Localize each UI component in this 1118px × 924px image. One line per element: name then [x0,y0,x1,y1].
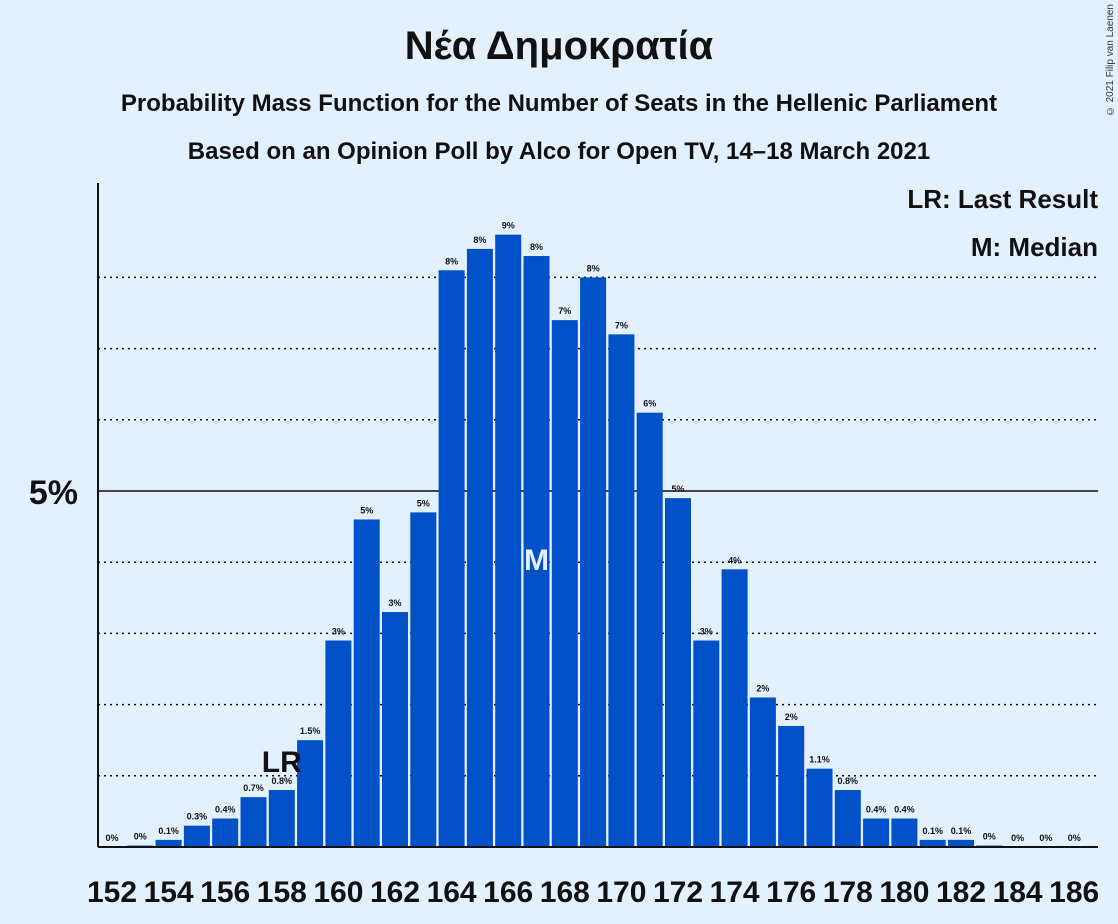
bar-value-label: 0% [134,832,147,842]
x-tick-label: 166 [483,876,533,909]
bar [948,839,974,847]
bar-value-label: 0.1% [922,826,943,836]
bar-value-label: 7% [558,306,571,316]
bar-value-label: 0.8% [838,776,859,786]
chart-subtitle-source: Based on an Opinion Poll by Alco for Ope… [187,138,931,165]
x-tick-label: 156 [200,876,250,909]
bar [806,768,833,847]
bar [523,256,550,847]
bar-value-label: 6% [643,399,656,409]
x-tick-label: 176 [766,876,816,909]
bar [778,725,805,847]
bar-value-label: 2% [756,683,769,693]
bar [665,498,691,847]
bar [749,697,776,847]
bar [212,818,239,847]
x-tick-label: 170 [596,876,646,909]
bar [551,320,578,847]
bar-value-label: 0.1% [158,826,179,836]
bar [891,818,918,847]
x-tick-label: 174 [710,876,760,909]
bar-value-label: 0.1% [951,826,972,836]
bar [863,818,890,847]
x-tick-label: 154 [144,876,194,909]
bar [438,270,465,847]
bar-value-label: 5% [360,505,373,515]
x-tick-label: 160 [313,876,363,909]
x-tick-label: 158 [257,876,307,909]
bar [155,839,182,847]
bar-value-label: 0.8% [272,776,293,786]
x-tick-label: 186 [1049,876,1099,909]
bar-value-label: 3% [700,627,713,637]
bar-value-label: 4% [728,555,741,565]
bar-value-label: 7% [615,320,628,330]
bar [495,234,522,847]
bar [183,825,210,847]
bar-value-label: 9% [502,221,515,231]
bar-value-label: 1.1% [809,755,830,765]
bar-value-label: 0.4% [215,805,236,815]
x-tick-label: 152 [87,876,137,909]
bar-value-label: 0% [1039,833,1052,843]
x-tick-label: 162 [370,876,420,909]
bar-value-label: 8% [445,256,458,266]
x-tick-label: 172 [653,876,703,909]
chart-subtitle: Probability Mass Function for the Number… [120,90,998,117]
median-marker: M [524,544,549,577]
legend-last-result: LR: Last Result [907,184,1098,214]
bar-value-label: 5% [671,484,684,494]
bar-value-label: 0.7% [243,783,264,793]
bar [636,412,663,847]
bar [240,797,267,847]
bar-value-label: 0.4% [894,805,915,815]
last-result-marker: LR [262,746,302,779]
bar [353,519,380,847]
bar-value-label: 8% [473,235,486,245]
bar-value-label: 3% [388,598,401,608]
bar-value-label: 0% [1068,833,1081,843]
bar-value-label: 0% [983,832,996,842]
x-tick-label: 178 [823,876,873,909]
bar [410,512,437,847]
x-tick-label: 180 [879,876,929,909]
bar [580,277,607,847]
x-tick-label: 164 [427,876,477,909]
bar [919,839,946,847]
x-tick-label: 182 [936,876,986,909]
bar-value-label: 8% [587,263,600,273]
y-tick-label: 5% [29,474,78,512]
bar [608,334,635,847]
bar-value-label: 0% [105,833,118,843]
bar [325,640,352,847]
bar-value-label: 0.3% [187,812,208,822]
bar-value-label: 0.4% [866,805,887,815]
bar [466,248,493,848]
bar-value-label: 3% [332,627,345,637]
bar [268,790,295,847]
chart-title: Νέα Δημοκρατία [404,24,714,68]
x-tick-label: 168 [540,876,590,909]
bar-value-label: 8% [530,242,543,252]
bar [693,640,720,847]
bar [297,740,324,847]
bar [382,612,408,847]
x-tick-label: 184 [993,876,1043,909]
bar-value-label: 2% [785,712,798,722]
bar-value-label: 0% [1011,833,1024,843]
legend-median: M: Median [970,232,1098,262]
bar [721,569,748,847]
bar-value-label: 1.5% [300,726,321,736]
bar [834,790,861,847]
bar-value-label: 5% [417,498,430,508]
